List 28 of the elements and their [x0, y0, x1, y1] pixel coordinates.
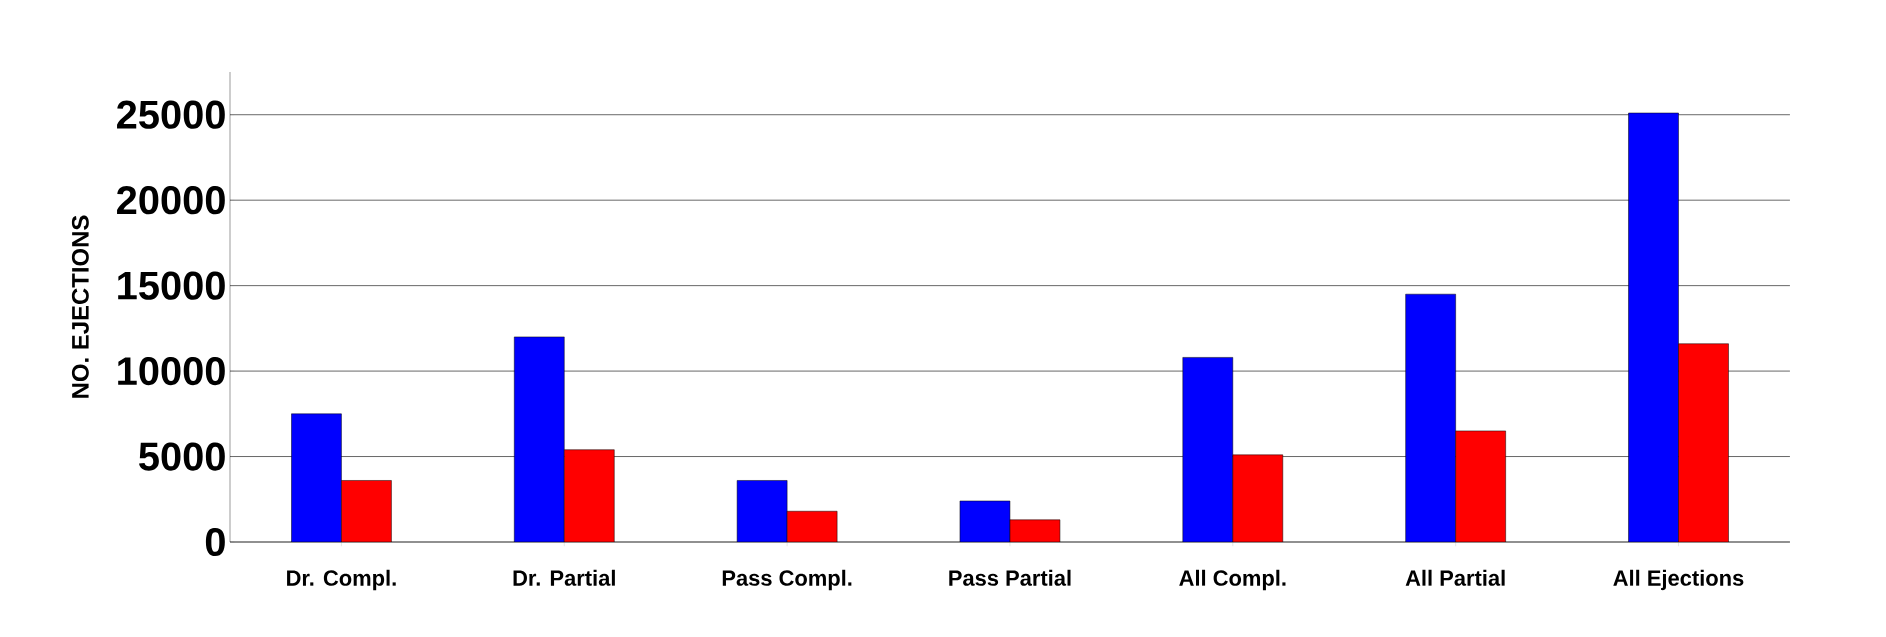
y-tick-label: 20000 [117, 186, 225, 215]
y-axis-title: NO. EJECTIONS [71, 215, 89, 398]
bar [736, 480, 788, 542]
x-tick-label: Dr. Compl. [287, 569, 396, 591]
bar [1628, 112, 1679, 542]
bar [514, 336, 565, 542]
x-tick-label: All Compl. [1179, 569, 1286, 591]
bar [959, 500, 1011, 542]
y-tick-label: 10000 [118, 356, 225, 386]
x-tick-label: Pass Compl. [722, 569, 852, 591]
y-tick-label: 5000 [139, 442, 225, 471]
y-tick-label: 0 [205, 527, 225, 557]
bar [1405, 293, 1456, 542]
x-tick-label: Pass Partial [949, 569, 1071, 586]
bar [1232, 454, 1284, 542]
y-tick-label: 15000 [118, 271, 225, 300]
y-tick-label: 25000 [117, 100, 225, 129]
bar [1182, 357, 1234, 542]
bar [341, 480, 392, 542]
bar [786, 510, 838, 542]
bar [1678, 343, 1729, 542]
x-tick-label: All Ejections [1613, 569, 1744, 591]
x-tick-label: Dr. Partial [513, 569, 615, 586]
bar [1455, 430, 1506, 542]
bar [1009, 519, 1061, 542]
bar [564, 449, 615, 542]
x-tick-label: All Partial [1405, 569, 1505, 586]
bar [291, 413, 342, 542]
